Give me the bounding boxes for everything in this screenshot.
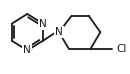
- Text: N: N: [23, 45, 31, 55]
- Text: Cl: Cl: [117, 44, 127, 54]
- Text: N: N: [39, 19, 47, 29]
- Text: N: N: [55, 27, 63, 37]
